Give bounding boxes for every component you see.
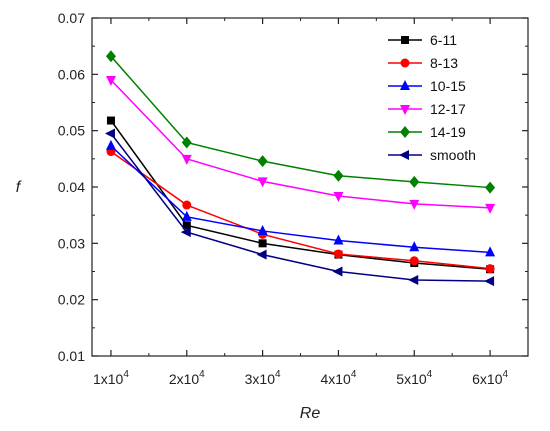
data-point-8-13 bbox=[182, 200, 192, 210]
series-14-19 bbox=[105, 50, 496, 194]
legend-swatch-marker bbox=[400, 126, 410, 138]
data-point-14-19 bbox=[181, 136, 192, 149]
data-point-6-11 bbox=[258, 239, 267, 248]
legend-swatch-marker bbox=[400, 105, 410, 115]
y-tick-label: 0.06 bbox=[58, 66, 85, 82]
y-tick-label: 0.04 bbox=[58, 179, 85, 195]
plot-area-frame bbox=[91, 17, 529, 357]
y-tick-label: 0.02 bbox=[58, 292, 85, 308]
series-8-13 bbox=[106, 147, 495, 274]
data-point-smooth bbox=[408, 274, 419, 285]
data-point-10-15 bbox=[333, 234, 344, 245]
data-point-10-15 bbox=[257, 224, 268, 235]
legend-swatch-marker bbox=[400, 58, 410, 68]
x-tick-label: 4x104 bbox=[320, 369, 356, 387]
data-point-10-15 bbox=[409, 241, 420, 252]
y-tick-label: 0.03 bbox=[58, 235, 85, 251]
data-point-12-17 bbox=[105, 75, 116, 86]
data-point-12-17 bbox=[333, 192, 344, 203]
data-point-smooth bbox=[332, 266, 343, 277]
series-6-11 bbox=[106, 116, 495, 274]
legend-label: 8-13 bbox=[430, 55, 458, 71]
x-tick-label: 1x104 bbox=[93, 369, 129, 387]
x-axis-title: Re bbox=[300, 405, 321, 422]
legend-item-smooth: smooth bbox=[388, 147, 476, 163]
x-tick-label: 5x104 bbox=[396, 369, 432, 387]
series-line-10-15 bbox=[110, 145, 491, 254]
data-point-14-19 bbox=[333, 169, 344, 182]
series-line-12-17 bbox=[110, 79, 491, 209]
legend: 6-11 8-13 10-15 12-17 14-19 smooth bbox=[388, 32, 476, 163]
y-axis: 0.01 0.02 0.03 0.04 0.05 0.06 0.07 bbox=[58, 10, 528, 364]
data-point-smooth bbox=[104, 128, 115, 139]
data-point-smooth bbox=[484, 276, 495, 287]
y-axis-title: f bbox=[16, 179, 22, 196]
series-line-8-13 bbox=[110, 150, 491, 270]
series-layer bbox=[104, 50, 496, 287]
x-tick-label: 3x104 bbox=[245, 369, 281, 387]
data-point-8-13 bbox=[409, 256, 419, 266]
data-point-14-19 bbox=[485, 181, 496, 194]
series-line-smooth bbox=[110, 133, 491, 282]
y-tick-label: 0.05 bbox=[58, 123, 85, 139]
data-point-12-17 bbox=[485, 203, 496, 214]
legend-swatch-marker bbox=[401, 36, 409, 44]
series-smooth bbox=[104, 128, 495, 287]
data-point-14-19 bbox=[105, 50, 116, 63]
data-point-smooth bbox=[180, 227, 191, 238]
data-point-12-17 bbox=[181, 154, 192, 165]
legend-item-8-13: 8-13 bbox=[388, 55, 458, 71]
y-tick-label: 0.01 bbox=[58, 348, 85, 364]
data-point-smooth bbox=[256, 249, 267, 260]
legend-swatch-marker bbox=[399, 150, 409, 160]
data-point-6-11 bbox=[182, 221, 191, 230]
data-point-6-11 bbox=[106, 116, 115, 125]
data-point-10-15 bbox=[105, 139, 116, 150]
legend-label: 6-11 bbox=[430, 32, 457, 48]
legend-swatch-marker bbox=[400, 80, 410, 90]
series-12-17 bbox=[105, 75, 496, 214]
legend-item-10-15: 10-15 bbox=[388, 78, 466, 94]
legend-item-14-19: 14-19 bbox=[388, 124, 466, 140]
legend-label: smooth bbox=[430, 147, 476, 163]
x-axis: 1x104 2x104 3x104 4x104 5x104 6x104 bbox=[93, 18, 508, 387]
data-point-12-17 bbox=[409, 199, 420, 210]
data-point-10-15 bbox=[181, 210, 192, 221]
x-tick-label: 2x104 bbox=[169, 369, 205, 387]
series-line-6-11 bbox=[110, 120, 491, 270]
data-point-10-15 bbox=[485, 246, 496, 257]
legend-item-12-17: 12-17 bbox=[388, 101, 466, 117]
series-10-15 bbox=[105, 139, 496, 257]
data-point-8-13 bbox=[485, 264, 495, 274]
y-tick-label: 0.07 bbox=[58, 10, 85, 26]
data-point-14-19 bbox=[257, 155, 268, 168]
legend-label: 10-15 bbox=[430, 78, 466, 94]
x-tick-label: 6x104 bbox=[472, 369, 508, 387]
legend-label: 14-19 bbox=[430, 124, 466, 140]
data-point-8-13 bbox=[333, 249, 343, 259]
legend-item-6-11: 6-11 bbox=[388, 32, 457, 48]
series-line-14-19 bbox=[110, 55, 491, 189]
data-point-12-17 bbox=[257, 177, 268, 188]
legend-label: 12-17 bbox=[430, 101, 466, 117]
data-point-14-19 bbox=[409, 175, 420, 188]
